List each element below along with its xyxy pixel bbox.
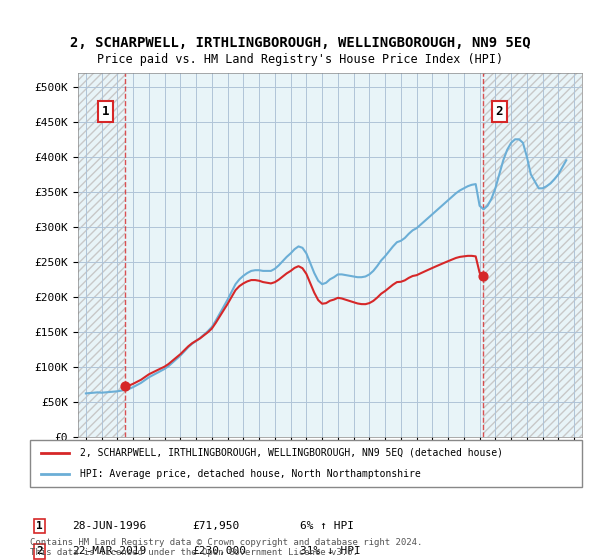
Text: Contains HM Land Registry data © Crown copyright and database right 2024.
This d: Contains HM Land Registry data © Crown c… [30,538,422,557]
Text: 2, SCHARPWELL, IRTHLINGBOROUGH, WELLINGBOROUGH, NN9 5EQ (detached house): 2, SCHARPWELL, IRTHLINGBOROUGH, WELLINGB… [80,448,503,458]
Text: £230,000: £230,000 [192,547,246,557]
Text: HPI: Average price, detached house, North Northamptonshire: HPI: Average price, detached house, Nort… [80,469,421,479]
Text: 28-JUN-1996: 28-JUN-1996 [72,521,146,531]
Point [478,272,488,281]
Text: 22-MAR-2019: 22-MAR-2019 [72,547,146,557]
Text: 1: 1 [36,521,43,531]
Text: 2, SCHARPWELL, IRTHLINGBOROUGH, WELLINGBOROUGH, NN9 5EQ: 2, SCHARPWELL, IRTHLINGBOROUGH, WELLINGB… [70,36,530,50]
Text: 2: 2 [496,105,503,118]
FancyBboxPatch shape [30,440,582,487]
Text: 2: 2 [36,547,43,557]
Text: 31% ↓ HPI: 31% ↓ HPI [300,547,361,557]
Text: Price paid vs. HM Land Registry's House Price Index (HPI): Price paid vs. HM Land Registry's House … [97,53,503,66]
Text: 1: 1 [101,105,109,118]
Text: £71,950: £71,950 [192,521,239,531]
Point [120,382,130,391]
Text: 6% ↑ HPI: 6% ↑ HPI [300,521,354,531]
